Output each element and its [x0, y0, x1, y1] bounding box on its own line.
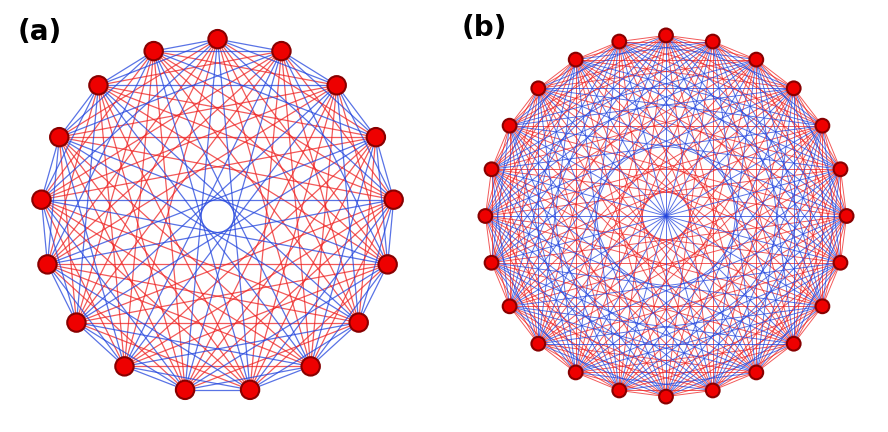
Circle shape — [367, 128, 385, 146]
Circle shape — [273, 42, 290, 60]
Circle shape — [115, 357, 134, 375]
Circle shape — [301, 357, 320, 375]
Circle shape — [67, 313, 85, 332]
Circle shape — [531, 81, 545, 95]
Circle shape — [749, 365, 763, 379]
Circle shape — [89, 76, 107, 95]
Circle shape — [613, 384, 626, 397]
Circle shape — [503, 119, 517, 133]
Circle shape — [485, 256, 498, 270]
Circle shape — [613, 35, 626, 48]
Circle shape — [569, 53, 583, 67]
Circle shape — [328, 76, 346, 95]
Circle shape — [145, 42, 163, 60]
Circle shape — [50, 128, 68, 146]
Circle shape — [659, 390, 673, 403]
Text: (a): (a) — [18, 18, 62, 46]
Circle shape — [378, 255, 397, 273]
Circle shape — [385, 191, 403, 209]
Circle shape — [815, 299, 829, 313]
Circle shape — [176, 381, 194, 399]
Circle shape — [350, 313, 368, 332]
Circle shape — [749, 53, 763, 67]
Circle shape — [241, 381, 259, 399]
Circle shape — [659, 29, 673, 42]
Circle shape — [485, 162, 498, 176]
Circle shape — [834, 162, 847, 176]
Circle shape — [569, 365, 583, 379]
Circle shape — [32, 191, 51, 209]
Text: (b): (b) — [462, 14, 507, 42]
Circle shape — [706, 35, 719, 48]
Circle shape — [834, 256, 847, 270]
Circle shape — [479, 209, 492, 223]
Circle shape — [503, 299, 517, 313]
Circle shape — [706, 384, 719, 397]
Circle shape — [38, 255, 57, 273]
Circle shape — [815, 119, 829, 133]
Circle shape — [787, 337, 801, 351]
Circle shape — [787, 81, 801, 95]
Circle shape — [840, 209, 853, 223]
Circle shape — [531, 337, 545, 351]
Circle shape — [209, 30, 226, 48]
